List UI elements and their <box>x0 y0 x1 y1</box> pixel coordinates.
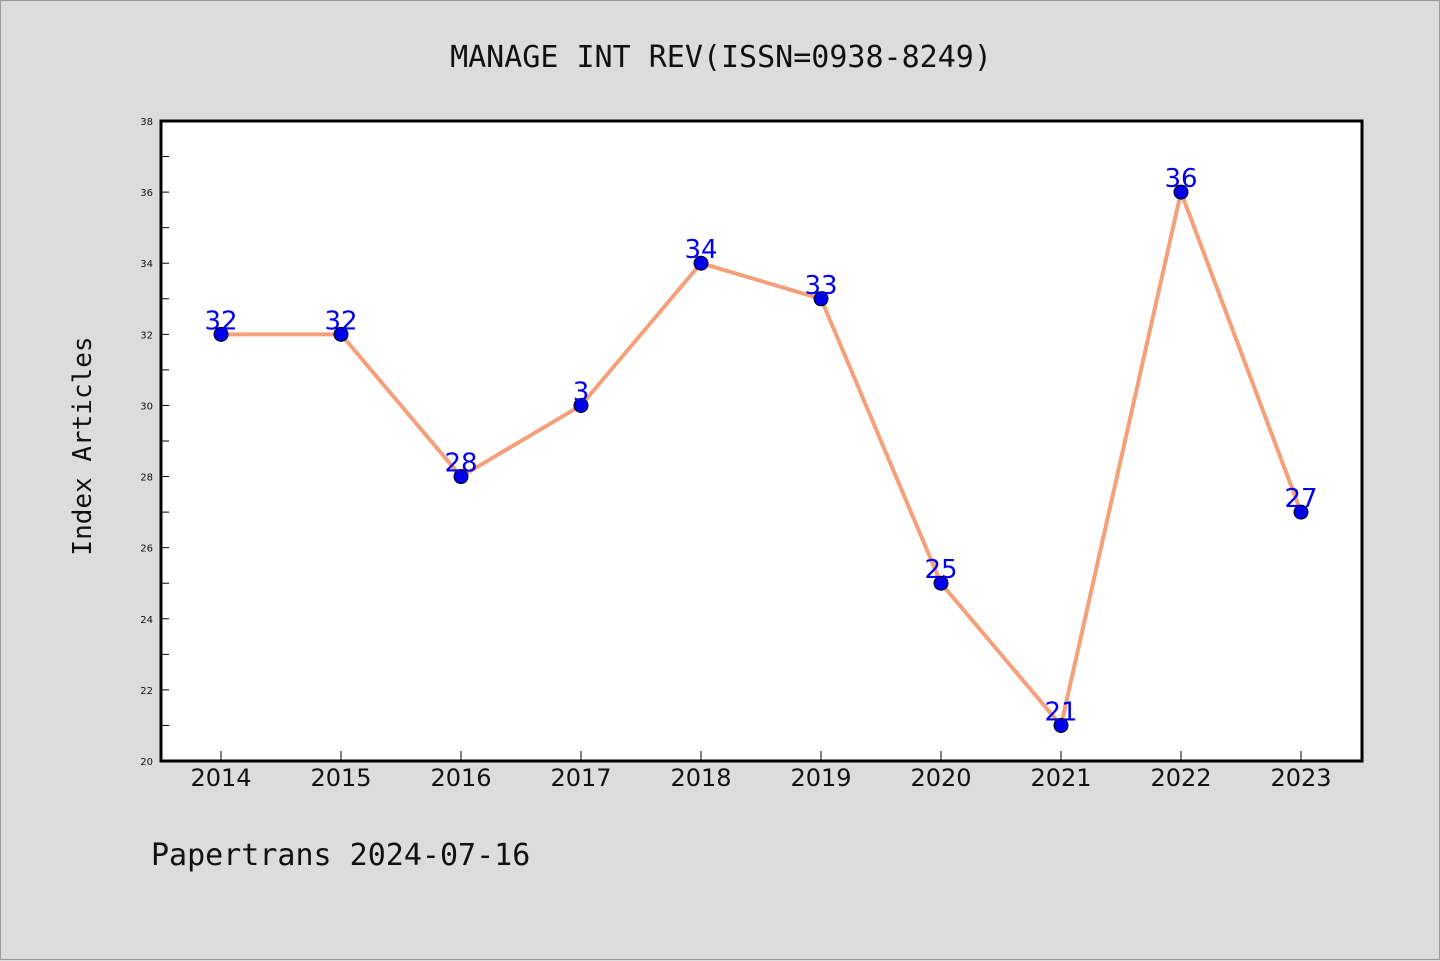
x-tick-label: 2020 <box>910 764 971 792</box>
x-tick-label: 2019 <box>790 764 851 792</box>
data-label: 36 <box>1164 164 1197 194</box>
data-point-marker <box>693 255 709 271</box>
data-point-marker <box>213 326 229 342</box>
data-label: 34 <box>684 235 717 265</box>
data-point-marker <box>933 575 949 591</box>
y-tick-label: 30 <box>140 401 153 412</box>
data-point-marker <box>813 291 829 307</box>
x-tick-label: 2016 <box>430 764 491 792</box>
series-line <box>213 184 1309 733</box>
data-point-marker <box>453 469 469 485</box>
y-tick-label: 36 <box>140 188 153 199</box>
y-tick-label: 34 <box>140 259 153 270</box>
y-axis-label: Index Articles <box>68 336 98 555</box>
data-label: 33 <box>804 271 837 301</box>
data-label: 28 <box>444 449 477 479</box>
x-tick-label: 2022 <box>1150 764 1211 792</box>
data-label: 27 <box>1284 484 1317 514</box>
x-tick-label: 2014 <box>190 764 251 792</box>
data-label: 3 <box>573 377 590 407</box>
y-tick-label: 32 <box>140 330 153 341</box>
data-point-marker <box>333 326 349 342</box>
chart-title: MANAGE INT REV(ISSN=0938-8249) <box>450 40 992 75</box>
data-label: 32 <box>324 306 357 336</box>
y-axis: 20 22 24 26 28 30 32 34 36 38 <box>140 117 169 768</box>
y-tick-label: 24 <box>140 615 153 626</box>
x-tick-label: 2017 <box>550 764 611 792</box>
data-labels: 32 32 28 3 34 33 25 21 36 27 <box>204 164 1317 727</box>
y-tick-label: 22 <box>140 686 153 697</box>
series-line-path <box>219 190 1303 728</box>
y-tick-label: 20 <box>140 757 153 768</box>
data-label: 25 <box>924 555 957 585</box>
data-point-marker <box>1053 717 1069 733</box>
plot-frame <box>159 119 1364 763</box>
x-tick-label: 2023 <box>1270 764 1331 792</box>
footer-text: Papertrans 2024-07-16 <box>151 838 530 873</box>
data-point-marker <box>1173 184 1189 200</box>
data-label: 21 <box>1044 697 1077 727</box>
plot-area <box>161 121 1362 761</box>
data-point-marker <box>1293 504 1309 520</box>
x-tick-label: 2021 <box>1030 764 1091 792</box>
y-tick-label: 28 <box>140 473 153 484</box>
x-tick-label: 2018 <box>670 764 731 792</box>
y-tick-label: 26 <box>140 544 153 555</box>
data-label: 32 <box>204 306 237 336</box>
y-tick-label: 38 <box>140 117 153 128</box>
x-axis: 2014 2015 2016 2017 2018 2019 2020 2021 2022 2023 <box>190 751 1332 792</box>
data-point-marker <box>573 397 589 413</box>
x-tick-label: 2015 <box>310 764 371 792</box>
